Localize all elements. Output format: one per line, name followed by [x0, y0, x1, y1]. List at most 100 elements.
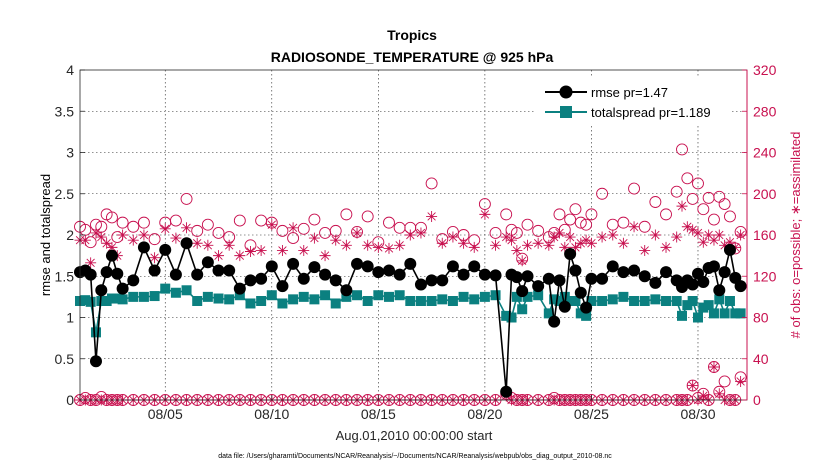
obs-possible-point	[649, 196, 662, 208]
rmse-point	[574, 286, 587, 299]
obs-assimilated-point	[159, 223, 171, 235]
obs-assimilated-point	[543, 239, 555, 251]
obs-assimilated-point	[90, 227, 102, 239]
totalspread-point	[469, 294, 480, 305]
rmse-point	[585, 272, 598, 285]
rmse-point	[542, 272, 555, 285]
obs-assimilated-point	[394, 239, 406, 251]
obs-assimilated-point	[138, 229, 150, 241]
obs-assimilated-point	[506, 234, 518, 246]
chart-subtitle: RADIOSONDE_TEMPERATURE @ 925 hPa	[271, 49, 554, 65]
rmse-point	[127, 274, 140, 287]
rmse-point	[478, 268, 491, 281]
y-left-tick-label: 3.5	[55, 103, 75, 119]
totalspread-point	[160, 283, 171, 294]
totalspread-point	[629, 296, 640, 306]
obs-possible-point	[489, 226, 502, 239]
rmse-point	[617, 266, 630, 279]
obs-possible-point	[692, 177, 704, 190]
obs-possible-point	[148, 233, 161, 246]
obs-assimilated-point	[415, 227, 427, 239]
obs-assimilated-point	[735, 229, 747, 241]
totalspread-point	[288, 294, 299, 305]
rmse-point	[553, 274, 566, 287]
obs-assimilated-point	[383, 242, 395, 254]
obs-possible-point	[553, 208, 566, 221]
obs-assimilated-point	[697, 236, 709, 248]
obs-assimilated-point	[703, 229, 715, 241]
obs-assimilated-point	[676, 200, 688, 212]
totalspread-point	[650, 294, 661, 305]
rmse-point	[446, 260, 459, 273]
totalspread-point	[559, 291, 570, 302]
totalspread-point	[362, 296, 373, 306]
obs-assimilated-point	[559, 241, 571, 253]
obs-assimilated-point	[340, 239, 352, 251]
obs-assimilated-point	[213, 250, 225, 262]
totalspread-point	[677, 310, 688, 321]
rmse-point	[707, 260, 720, 273]
obs-low-assimilated-point	[697, 390, 709, 402]
rmse-point	[686, 278, 699, 291]
obs-possible-point	[724, 210, 736, 223]
totalspread-point	[234, 290, 245, 301]
obs-assimilated-point	[660, 241, 672, 253]
obs-low-assimilated-point	[687, 380, 699, 392]
totalspread-point	[192, 296, 203, 306]
obs-assimilated-point	[95, 231, 107, 243]
obs-possible-point	[585, 208, 598, 221]
obs-assimilated-point	[127, 234, 139, 246]
totalspread-point	[330, 298, 341, 309]
rmse-point	[404, 257, 417, 270]
obs-assimilated-point	[362, 239, 374, 251]
obs-low-assimilated-point	[708, 361, 720, 373]
obs-possible-point	[564, 213, 577, 226]
obs-possible-point	[276, 224, 289, 237]
totalspread-point	[373, 290, 384, 301]
rmse-point	[169, 268, 182, 281]
rmse-point	[180, 237, 193, 250]
rmse-point	[255, 272, 268, 285]
totalspread-point	[692, 312, 703, 323]
legend-spread-label: totalspread pr=1.189	[591, 105, 711, 120]
rmse-point	[84, 268, 97, 281]
obs-assimilated-point	[569, 241, 581, 253]
rmse-point	[329, 274, 342, 287]
rmse-point	[159, 243, 172, 256]
totalspread-point	[266, 290, 277, 301]
obs-assimilated-point	[372, 241, 384, 253]
rmse-point	[111, 267, 124, 280]
rmse-point	[223, 264, 236, 277]
obs-possible-point	[676, 143, 688, 156]
obs-assimilated-point	[330, 234, 342, 246]
totalspread-point	[724, 296, 735, 306]
obs-possible-point	[580, 218, 593, 231]
obs-assimilated-point	[202, 239, 214, 251]
rmse-point	[425, 274, 438, 287]
totalspread-point	[90, 327, 101, 338]
footer-data-file: data file: /Users/gharamti/Documents/NCA…	[218, 453, 612, 460]
y-right-tick-label: 160	[753, 227, 777, 243]
obs-assimilated-point	[298, 244, 310, 256]
totalspread-point	[703, 300, 714, 311]
x-tick-label: 08/05	[148, 406, 183, 422]
totalspread-point	[149, 291, 160, 302]
x-tick-label: 08/15	[361, 406, 396, 422]
totalspread-point	[341, 291, 352, 302]
totalspread-point	[730, 308, 741, 319]
totalspread-point	[437, 294, 448, 305]
rmse-point	[558, 300, 571, 313]
obs-possible-point	[500, 208, 513, 221]
rmse-point	[105, 249, 118, 262]
totalspread-point	[543, 308, 554, 319]
obs-assimilated-point	[223, 239, 235, 251]
obs-possible-point	[297, 222, 310, 235]
obs-assimilated-point	[553, 227, 565, 239]
obs-assimilated-point	[266, 219, 278, 231]
obs-assimilated-point	[564, 231, 576, 243]
obs-assimilated-point	[234, 250, 246, 262]
totalspread-point	[501, 310, 512, 321]
obs-assimilated-point	[85, 257, 97, 269]
rmse-point	[580, 301, 593, 314]
totalspread-point	[458, 291, 469, 302]
